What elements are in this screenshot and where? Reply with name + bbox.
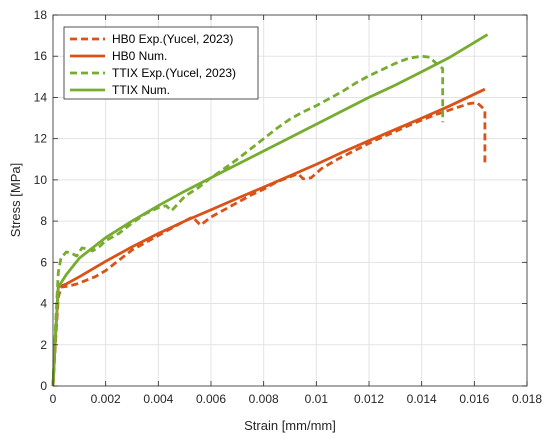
y-tick-label: 16: [34, 49, 48, 63]
y-tick-label: 0: [40, 379, 47, 393]
y-tick-label: 8: [40, 214, 47, 228]
x-tick-label: 0.01: [305, 392, 329, 406]
series-line-1: [51, 101, 487, 387]
x-axis-label: Strain [mm/mm]: [244, 418, 336, 433]
y-tick-label: 6: [40, 255, 47, 269]
x-tick-label: 0.006: [196, 392, 226, 406]
y-axis-label: Stress [MPa]: [8, 163, 23, 237]
legend-label-4: TTIX Num.: [112, 83, 170, 97]
y-tick-label: 4: [40, 297, 47, 311]
x-tick-label: 0.014: [407, 392, 437, 406]
legend-label-2: HB0 Num.: [112, 49, 167, 63]
y-tick-label: 10: [34, 173, 48, 187]
x-tick-label: 0: [50, 392, 57, 406]
y-tick-label: 18: [34, 8, 48, 22]
plot-area-frame: [52, 14, 528, 387]
y-tick-label: 14: [34, 90, 48, 104]
series-line-2: [51, 87, 486, 387]
y-tick-label: 12: [34, 132, 48, 146]
y-tick-label: 2: [40, 338, 47, 352]
axis-ticks: 0 0.002 0.004 0.006 0.008 0.01 0.012 0.014 0.016…: [34, 8, 543, 406]
x-tick-label: 0.018: [512, 392, 542, 406]
x-tick-label: 0.012: [354, 392, 384, 406]
legend-label-1: HB0 Exp.(Yucel, 2023): [112, 32, 233, 46]
legend-label-3: TTIX Exp.(Yucel, 2023): [112, 66, 236, 80]
x-tick-label: 0.004: [143, 392, 173, 406]
series-line-4: [51, 33, 489, 387]
x-tick-label: 0.016: [459, 392, 489, 406]
x-tick-label: 0.008: [249, 392, 279, 406]
series-lines: [51, 33, 489, 387]
x-tick-label: 0.002: [91, 392, 121, 406]
legend: HB0 Exp.(Yucel, 2023) HB0 Num. TTIX Exp.(Y…: [63, 26, 259, 100]
